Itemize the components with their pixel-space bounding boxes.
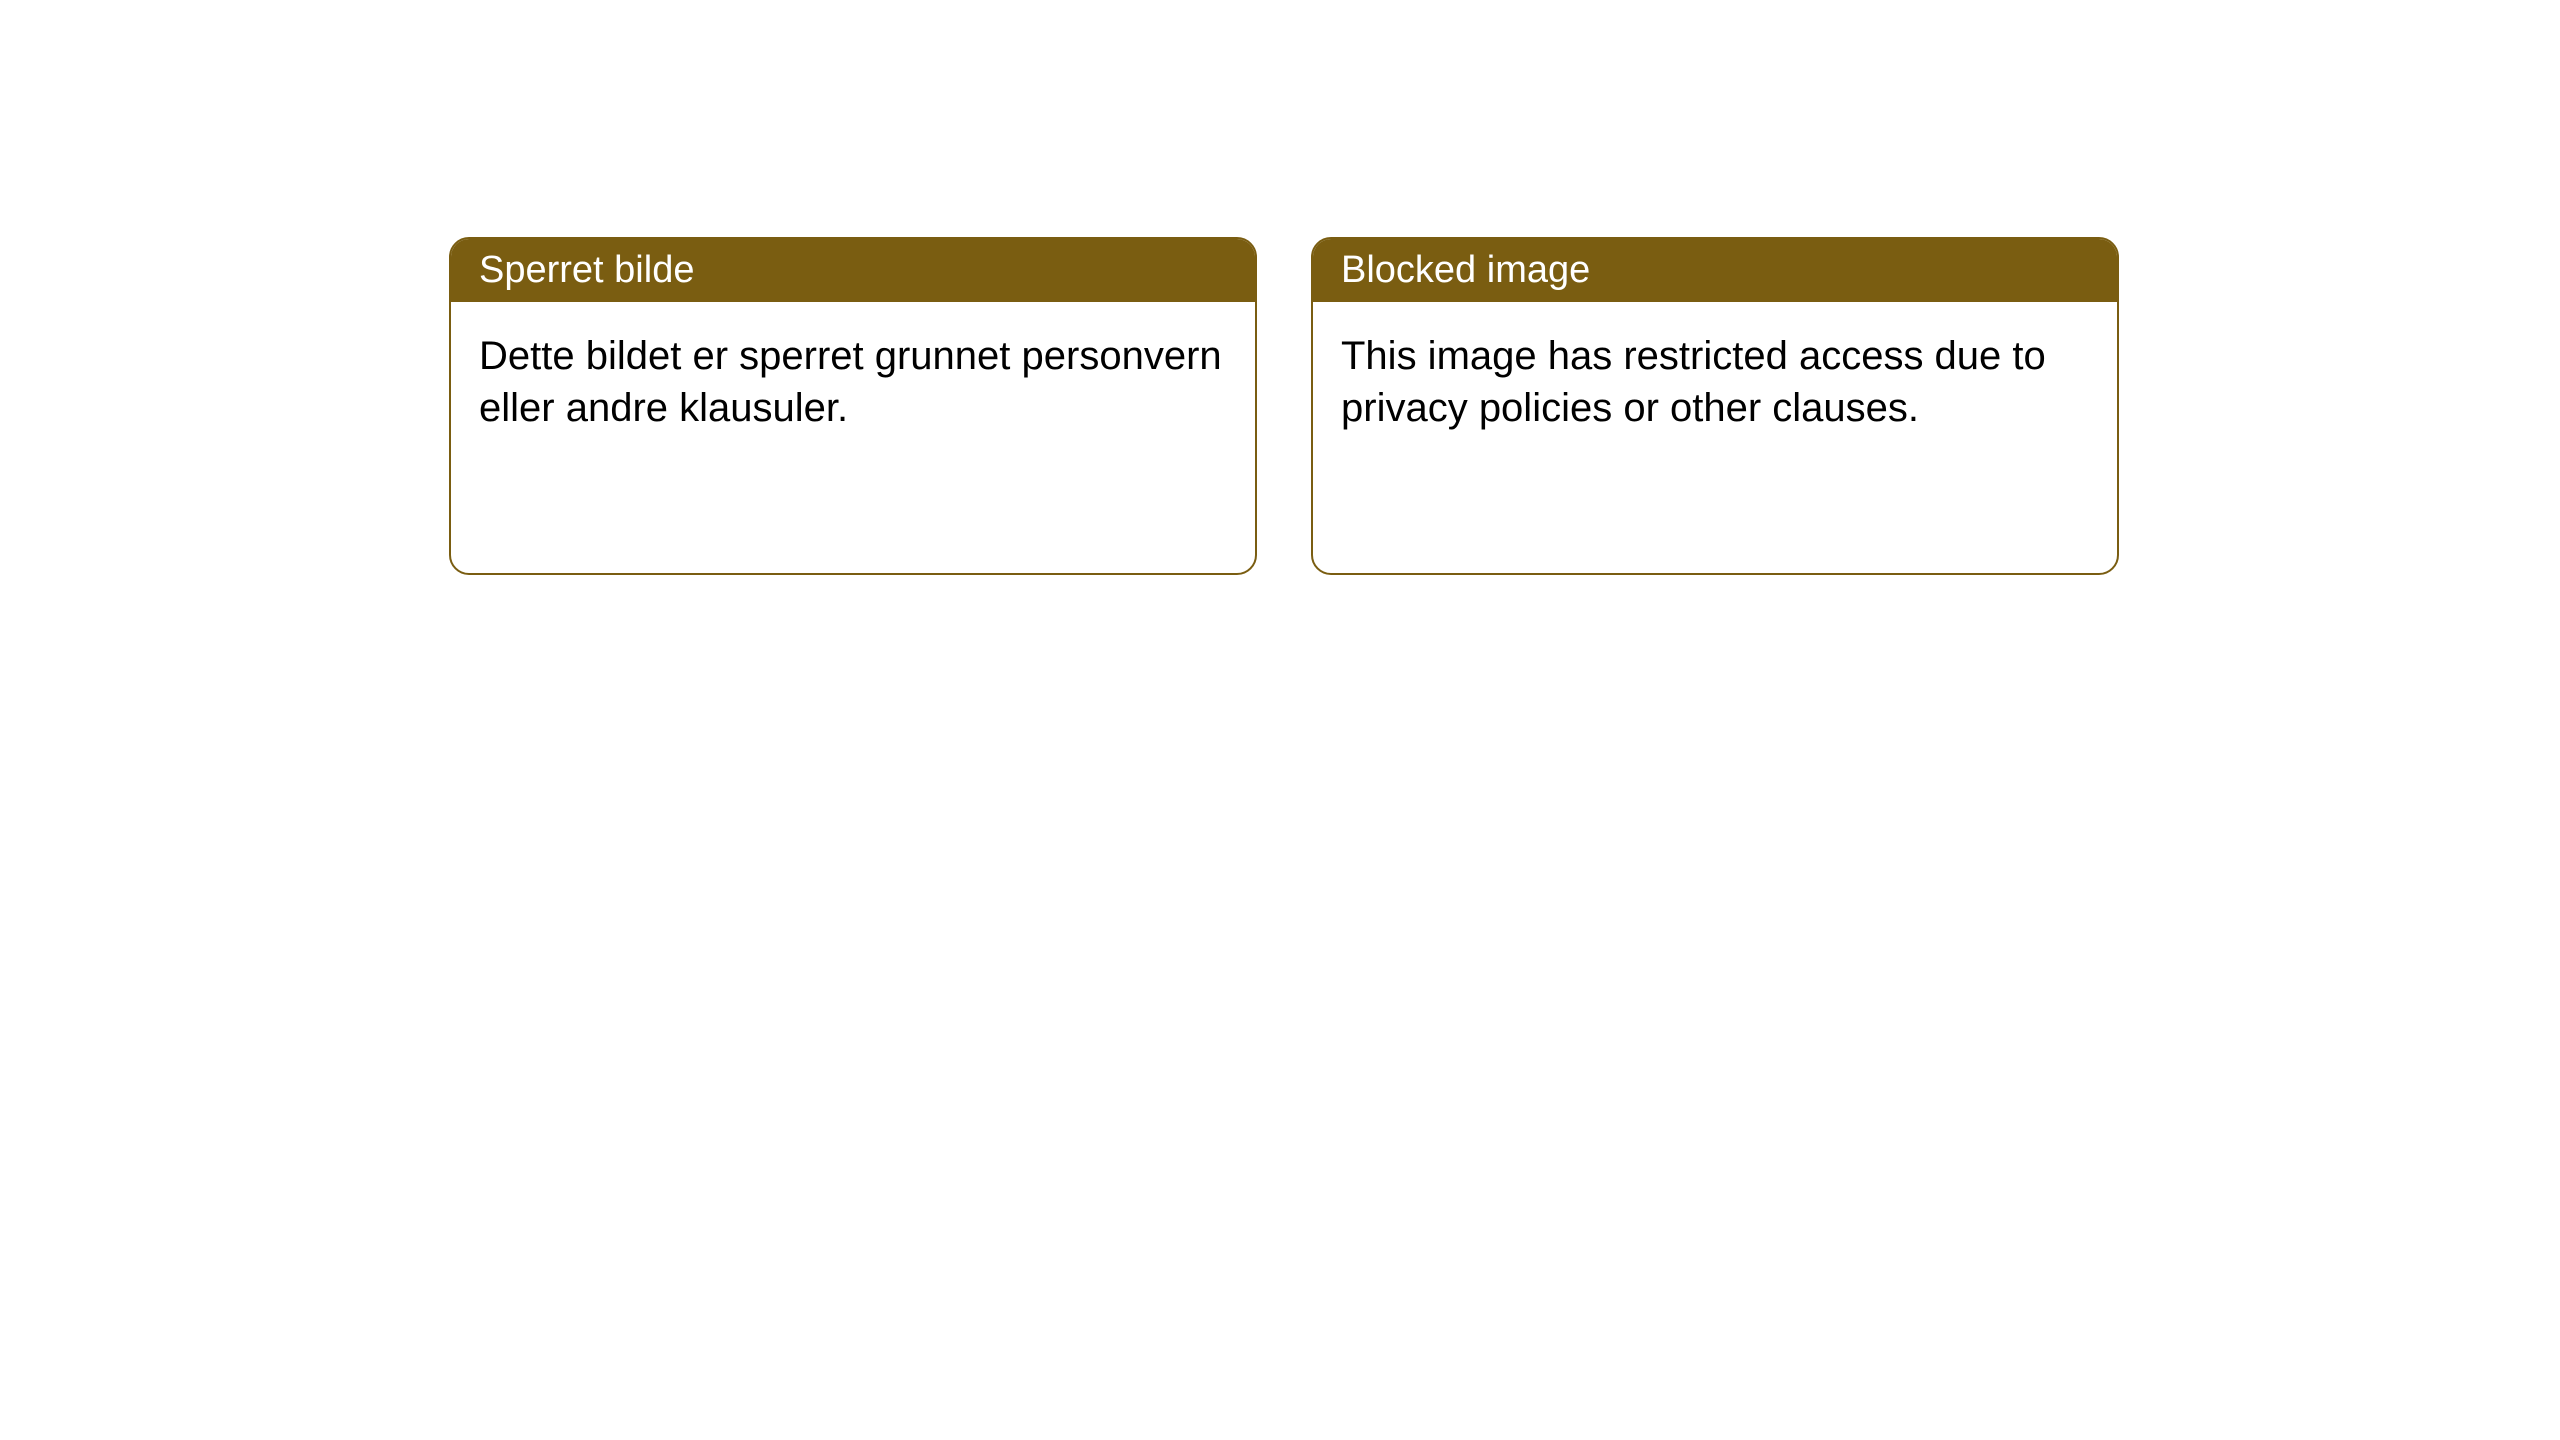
- notice-body-norwegian: Dette bildet er sperret grunnet personve…: [451, 302, 1255, 462]
- notice-body-text: This image has restricted access due to …: [1341, 334, 2046, 430]
- notice-title: Sperret bilde: [479, 249, 694, 291]
- notice-body-text: Dette bildet er sperret grunnet personve…: [479, 334, 1222, 430]
- notice-card-english: Blocked image This image has restricted …: [1311, 237, 2119, 575]
- notice-card-norwegian: Sperret bilde Dette bildet er sperret gr…: [449, 237, 1257, 575]
- notice-header-english: Blocked image: [1313, 239, 2117, 302]
- notice-header-norwegian: Sperret bilde: [451, 239, 1255, 302]
- notice-body-english: This image has restricted access due to …: [1313, 302, 2117, 462]
- notice-container: Sperret bilde Dette bildet er sperret gr…: [449, 237, 2119, 575]
- notice-title: Blocked image: [1341, 249, 1590, 291]
